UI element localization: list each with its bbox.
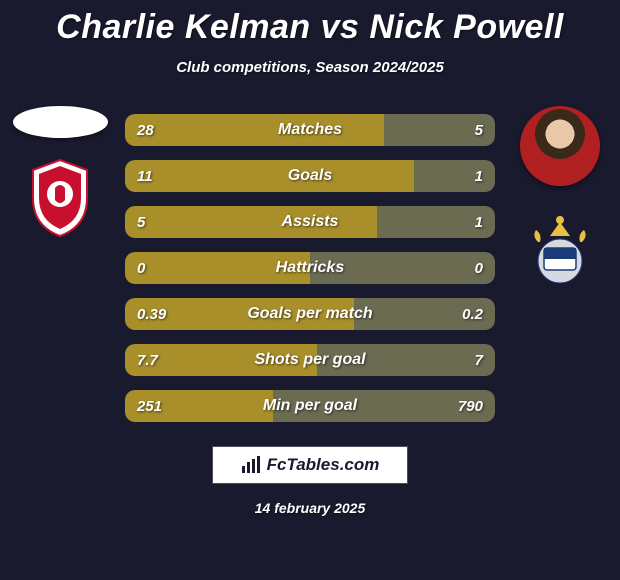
date-label: 14 february 2025 [255,500,366,516]
stat-row: 0.390.2Goals per match [125,298,495,330]
stat-label: Assists [125,213,495,231]
subtitle: Club competitions, Season 2024/2025 [176,59,444,76]
left-club-badge [20,158,100,238]
stat-label: Goals per match [125,305,495,323]
right-player-photo [520,106,600,186]
brand-label: FcTables.com [267,455,380,475]
stat-label: Shots per goal [125,351,495,369]
left-player-photo [13,106,108,138]
stat-row: 111Goals [125,160,495,192]
stat-label: Hattricks [125,259,495,277]
page-title: Charlie Kelman vs Nick Powell [56,8,564,47]
crest-icon [520,206,600,286]
stat-row: 285Matches [125,114,495,146]
stat-label: Matches [125,121,495,139]
stat-row: 251790Min per goal [125,390,495,422]
stat-row: 51Assists [125,206,495,238]
stat-label: Min per goal [125,397,495,415]
stat-row: 00Hattricks [125,252,495,284]
left-player-column [5,106,115,238]
stat-row: 7.77Shots per goal [125,344,495,376]
right-player-column [505,106,615,286]
shield-icon [25,158,95,238]
stat-label: Goals [125,167,495,185]
brand-box: FcTables.com [212,446,409,484]
chart-area: 285Matches 111Goals 51Assists 00Hattricks 0.… [0,106,620,422]
stat-bars: 285Matches 111Goals 51Assists 00Hattricks 0.… [125,114,495,422]
right-club-badge [520,206,600,286]
chart-icon [241,456,261,474]
comparison-infographic: Charlie Kelman vs Nick Powell Club compe… [0,0,620,580]
